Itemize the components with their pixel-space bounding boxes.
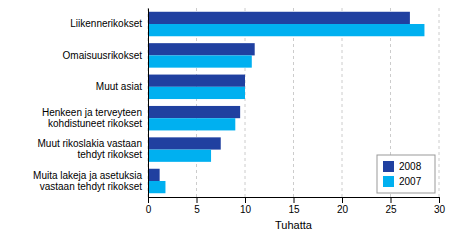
bar: [148, 169, 160, 181]
y-tick-label-line: Liikennerikokset: [70, 18, 142, 29]
y-tick-label-line: Muut asiat: [96, 81, 142, 92]
grid-line: [439, 8, 440, 197]
legend-label: 2008: [399, 161, 422, 172]
x-axis-title: Tuhatta: [275, 219, 313, 231]
x-tick-mark: [148, 197, 149, 203]
grid-line: [196, 8, 197, 197]
y-tick-label-line: tehdyt rikokset: [78, 149, 143, 160]
x-tick: 20: [337, 197, 349, 215]
grid-line: [148, 8, 149, 197]
x-tick-mark: [294, 197, 295, 203]
x-tick-mark: [197, 197, 198, 203]
x-tick-label: 30: [434, 204, 446, 215]
y-tick: Liikennerikokset: [70, 18, 142, 29]
y-tick-label: Omaisuusrikokset: [63, 50, 143, 61]
x-tick: 30: [434, 197, 446, 215]
x-tick-mark: [391, 197, 392, 203]
x-tick: 25: [385, 197, 397, 215]
x-tick-mark: [439, 197, 440, 203]
legend-label: 2007: [399, 176, 422, 187]
bar: [148, 55, 252, 67]
y-tick-label-line: Muita lakeja ja asetuksia: [33, 170, 142, 181]
bar: [148, 118, 235, 130]
grid-line: [245, 8, 246, 197]
y-axis: Liikennerikokset Omaisuusrikokset Muut asi…: [33, 9, 148, 198]
y-tick: Muita lakeja ja asetuksiavastaan tehdyt …: [33, 170, 142, 192]
y-tick: Muut rikoslakia vastaantehdyt rikokset: [38, 138, 143, 160]
y-tick-label: Muita lakeja ja asetuksiavastaan tehdyt …: [33, 170, 142, 192]
x-tick-mark: [245, 197, 246, 203]
grid-line: [342, 8, 343, 197]
y-tick-label: Liikennerikokset: [70, 18, 142, 29]
y-tick-label-line: kohdistuneet rikokset: [48, 118, 142, 129]
x-tick: 5: [194, 197, 200, 215]
chart: 0 5 10 15 20 25 30 Liikennerikokset Omaisuusriko…: [0, 0, 453, 235]
bar: [148, 137, 221, 149]
bar: [148, 150, 211, 162]
bar: [148, 87, 245, 99]
y-tick: Omaisuusrikokset: [63, 50, 143, 61]
grid-line: [293, 8, 294, 197]
y-tick-label-line: Omaisuusrikokset: [63, 50, 143, 61]
x-tick: 10: [240, 197, 252, 215]
bar: [148, 181, 165, 193]
plot: 0 5 10 15 20 25 30 Liikennerikokset Omaisuusriko…: [33, 8, 445, 231]
bar: [148, 12, 410, 24]
y-tick-label: Muut rikoslakia vastaantehdyt rikokset: [38, 138, 143, 160]
legend-box: [377, 155, 435, 193]
x-tick-mark: [342, 197, 343, 203]
series: [148, 12, 410, 181]
y-axis-line: [148, 9, 149, 198]
y-tick: Muut asiat: [96, 81, 142, 92]
y-tick: Henkeen ja terveyteenkohdistuneet rikoks…: [42, 107, 142, 129]
x-axis-line: [149, 198, 440, 204]
y-tick-label-line: Muut rikoslakia vastaan: [38, 138, 143, 149]
x-tick-label: 15: [288, 204, 300, 215]
x-tick-label: 20: [337, 204, 349, 215]
x-tick: 0: [146, 197, 152, 215]
legend-item: 2007: [383, 176, 422, 187]
legend: 2008 2007: [377, 155, 435, 193]
legend-swatch: [383, 176, 394, 187]
bar: [148, 24, 424, 36]
x-tick-label: 25: [385, 204, 397, 215]
x-tick-label: 0: [146, 204, 152, 215]
x-axis: 0 5 10 15 20 25 30: [146, 197, 446, 215]
legend-item: 2008: [383, 161, 422, 172]
grid: [148, 8, 439, 197]
y-tick-label-line: Henkeen ja terveyteen: [42, 107, 142, 118]
x-tick: 15: [288, 197, 300, 215]
y-tick-label: Muut asiat: [96, 81, 142, 92]
y-tick-label: Henkeen ja terveyteenkohdistuneet rikoks…: [42, 107, 142, 129]
x-tick-label: 5: [194, 204, 200, 215]
legend-swatch: [383, 161, 394, 172]
bar: [148, 106, 240, 118]
y-tick-label-line: vastaan tehdyt rikokset: [40, 181, 142, 192]
bar: [148, 43, 255, 55]
bar: [148, 75, 245, 87]
x-tick-label: 10: [240, 204, 252, 215]
